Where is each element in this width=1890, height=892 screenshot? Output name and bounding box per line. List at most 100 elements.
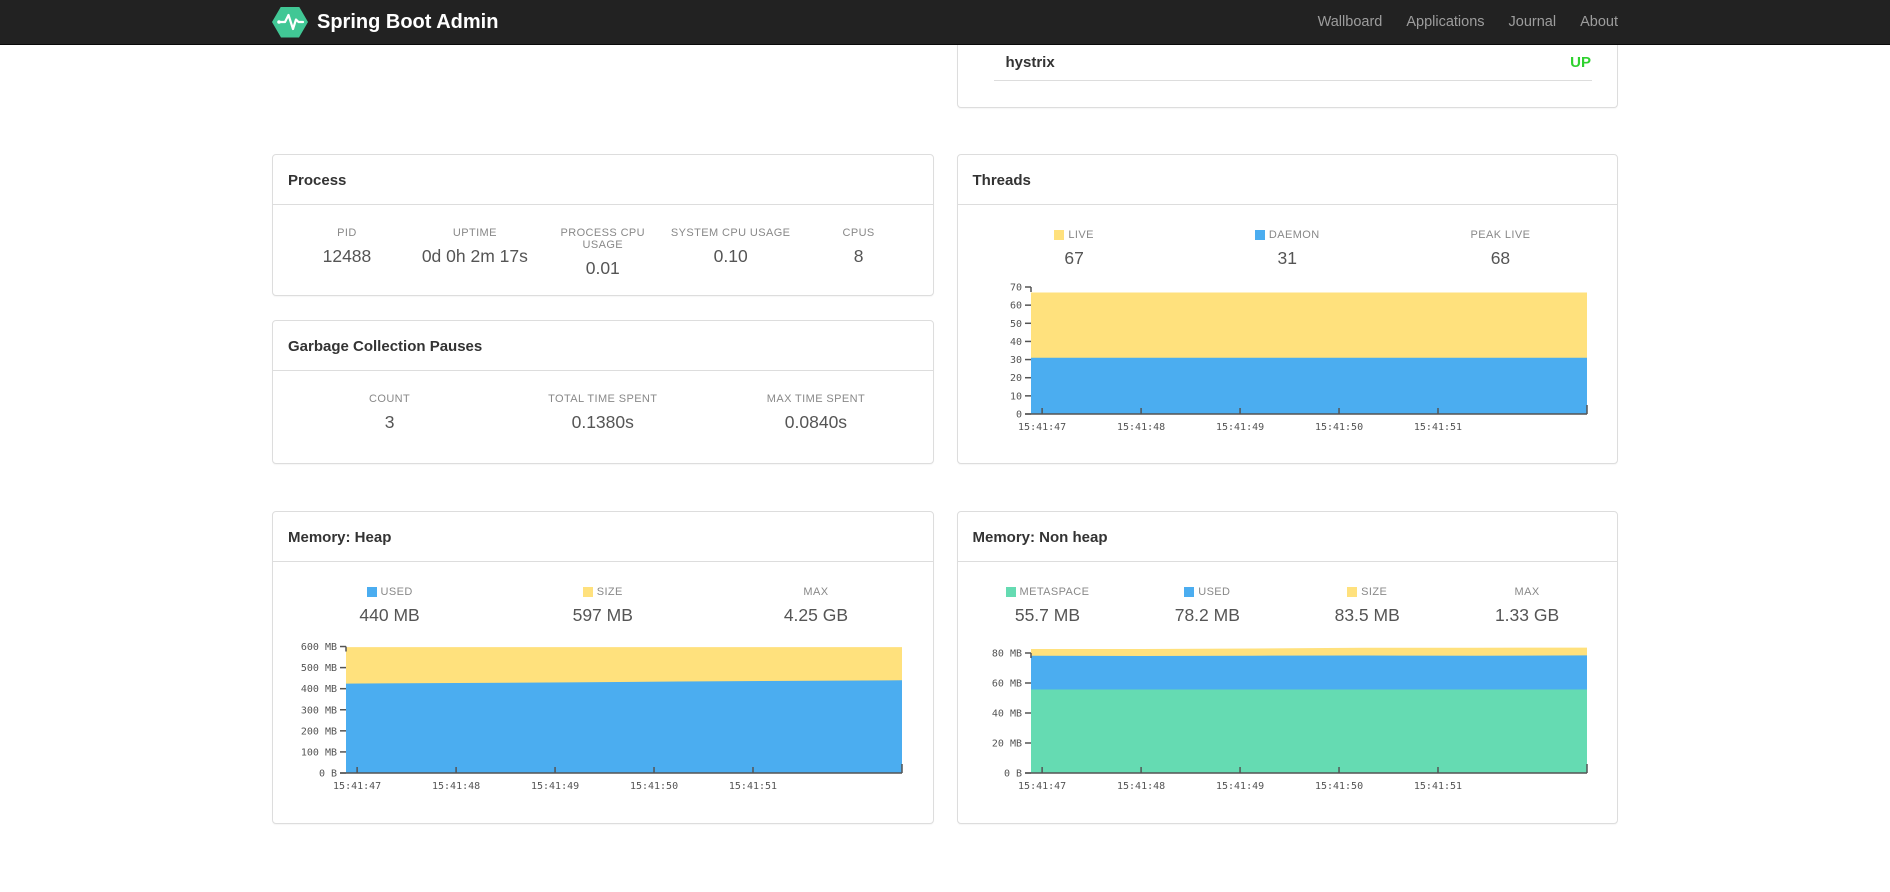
health-row-hystrix: hystrix UP xyxy=(958,45,1618,80)
metric-value: 0.0840s xyxy=(784,412,848,432)
metric-total-time-spent: TOTAL TIME SPENT 0.1380s xyxy=(496,393,709,433)
svg-text:15:41:51: 15:41:51 xyxy=(1413,422,1461,433)
metric-metaspace: METASPACE 55.7 MB xyxy=(968,586,1128,626)
metric-label: DAEMON xyxy=(1181,229,1394,241)
svg-text:20: 20 xyxy=(1009,373,1021,384)
metric-size: SIZE 597 MB xyxy=(496,586,709,626)
top-navbar: Spring Boot Admin Wallboard Applications… xyxy=(0,0,1890,45)
metric-value: 8 xyxy=(853,246,864,266)
svg-text:40: 40 xyxy=(1009,337,1021,348)
metric-value: 3 xyxy=(384,412,395,432)
metric-label: MAX TIME SPENT xyxy=(766,393,866,405)
metric-label: PROCESS CPU USAGE xyxy=(560,227,645,251)
metric-value: 0d 0h 2m 17s xyxy=(421,246,528,266)
nav-menu: Wallboard Applications Journal About xyxy=(1306,14,1618,30)
nav-item-journal[interactable]: Journal xyxy=(1508,14,1557,30)
svg-text:15:41:47: 15:41:47 xyxy=(1018,422,1066,433)
health-item-name: hystrix xyxy=(1005,54,1055,71)
metric-label: LIVE xyxy=(968,229,1181,241)
svg-text:15:41:49: 15:41:49 xyxy=(531,781,579,792)
metric-value: 78.2 MB xyxy=(1174,605,1240,625)
svg-text:400 MB: 400 MB xyxy=(301,684,337,695)
metric-cpus: CPUS 8 xyxy=(795,227,923,279)
health-status-panel: hystrix UP xyxy=(956,45,1618,108)
metric-size: SIZE 83.5 MB xyxy=(1287,586,1447,626)
svg-text:15:41:49: 15:41:49 xyxy=(1215,781,1263,792)
brand-link[interactable]: Spring Boot Admin xyxy=(272,6,499,38)
threads-legend: LIVE 67 DAEMON 31 PEAK LIVE 68 xyxy=(958,205,1618,269)
metric-used: USED 440 MB xyxy=(283,586,496,626)
metric-value: 67 xyxy=(1064,248,1084,268)
metric-label: PEAK LIVE xyxy=(1470,229,1531,241)
svg-text:15:41:50: 15:41:50 xyxy=(1314,422,1362,433)
svg-text:15:41:48: 15:41:48 xyxy=(1117,422,1165,433)
panel-title: Process xyxy=(273,155,933,205)
metric-value: 55.7 MB xyxy=(1014,605,1081,625)
metric-label: UPTIME xyxy=(452,227,497,239)
svg-text:70: 70 xyxy=(1009,283,1021,294)
svg-text:50: 50 xyxy=(1009,319,1021,330)
gc-pauses-panel: Garbage Collection Pauses COUNT 3 TOTAL TI… xyxy=(272,320,934,464)
panel-title: Memory: Non heap xyxy=(957,512,1617,562)
metric-count: COUNT 3 xyxy=(283,393,496,433)
svg-text:600 MB: 600 MB xyxy=(301,642,337,653)
metric-label: CPUS xyxy=(842,227,875,239)
metric-value: 0.01 xyxy=(585,258,620,278)
nav-item-wallboard[interactable]: Wallboard xyxy=(1317,14,1383,30)
metric-pid: PID 12488 xyxy=(283,227,411,279)
metric-label: SIZE xyxy=(496,586,709,598)
svg-text:500 MB: 500 MB xyxy=(301,663,337,674)
legend-swatch-icon xyxy=(1005,587,1016,597)
metric-label: MAX xyxy=(803,586,829,598)
heap-legend: USED 440 MB SIZE 597 MB MAX 4.25 GB xyxy=(273,562,933,626)
metric-label: COUNT xyxy=(369,393,411,405)
svg-text:15:41:48: 15:41:48 xyxy=(432,781,480,792)
threads-panel: Threads LIVE 67 DAEMON 31 PEAK LIVE 68 0 10 20 3… xyxy=(956,154,1618,464)
svg-text:10: 10 xyxy=(1009,391,1021,402)
svg-text:15:41:51: 15:41:51 xyxy=(729,781,777,792)
metric-value: 68 xyxy=(1490,248,1511,268)
threads-chart: 0 10 20 30 40 50 60 70 15:41:47 15:41:48 15:41:49 1… xyxy=(973,277,1603,440)
metric-value: 83.5 MB xyxy=(1334,605,1400,625)
legend-swatch-icon xyxy=(1184,587,1195,597)
metric-max: MAX 4.25 GB xyxy=(709,586,922,626)
svg-text:300 MB: 300 MB xyxy=(301,705,337,716)
metric-value: 1.33 GB xyxy=(1494,605,1560,625)
svg-text:15:41:51: 15:41:51 xyxy=(1413,781,1461,792)
svg-text:100 MB: 100 MB xyxy=(301,747,337,758)
metric-value: 0.10 xyxy=(713,246,748,266)
nav-item-applications[interactable]: Applications xyxy=(1406,14,1485,30)
svg-text:15:41:47: 15:41:47 xyxy=(1018,781,1066,792)
metric-label: TOTAL TIME SPENT xyxy=(548,393,658,405)
svg-text:80 MB: 80 MB xyxy=(991,649,1021,660)
panel-title: Garbage Collection Pauses xyxy=(273,321,933,371)
nav-item-about[interactable]: About xyxy=(1580,14,1618,30)
nonheap-legend: METASPACE 55.7 MB USED 78.2 MB SIZE 83.5 MB MA… xyxy=(958,562,1618,626)
svg-text:60: 60 xyxy=(1009,301,1021,312)
memory-heap-panel: Memory: Heap USED 440 MB SIZE 597 MB MAX 4.25… xyxy=(272,511,934,824)
svg-text:15:41:47: 15:41:47 xyxy=(333,781,381,792)
metric-label: SIZE xyxy=(1287,586,1447,598)
metric-label: USED xyxy=(283,586,496,598)
metric-label: USED xyxy=(1127,586,1287,598)
spring-boot-admin-logo-icon xyxy=(272,6,308,38)
panel-title: Threads xyxy=(957,155,1617,205)
metric-value: 12488 xyxy=(322,246,372,266)
legend-swatch-icon xyxy=(582,587,593,597)
metric-uptime: UPTIME 0d 0h 2m 17s xyxy=(411,227,539,279)
metric-label: SYSTEM CPU USAGE xyxy=(670,227,791,239)
svg-text:30: 30 xyxy=(1009,355,1021,366)
memory-heap-chart: 0 B 100 MB 200 MB 300 MB 400 MB 500 MB 600 MB 1… xyxy=(288,634,918,799)
svg-text:200 MB: 200 MB xyxy=(301,726,337,737)
metric-value: 4.25 GB xyxy=(783,605,849,625)
metric-used: USED 78.2 MB xyxy=(1127,586,1287,626)
memory-nonheap-chart: 0 B 20 MB 40 MB 60 MB 80 MB 15:41:47 15:41:48 1… xyxy=(973,634,1603,799)
svg-text:15:41:50: 15:41:50 xyxy=(1314,781,1362,792)
brand-title: Spring Boot Admin xyxy=(317,10,499,33)
metric-peak-live: PEAK LIVE 68 xyxy=(1394,229,1607,269)
svg-text:0 B: 0 B xyxy=(1003,769,1021,780)
divider xyxy=(993,80,1592,81)
status-row: hystrix UP xyxy=(272,45,1618,108)
metric-label: MAX xyxy=(1514,586,1540,598)
svg-text:60 MB: 60 MB xyxy=(991,679,1021,690)
